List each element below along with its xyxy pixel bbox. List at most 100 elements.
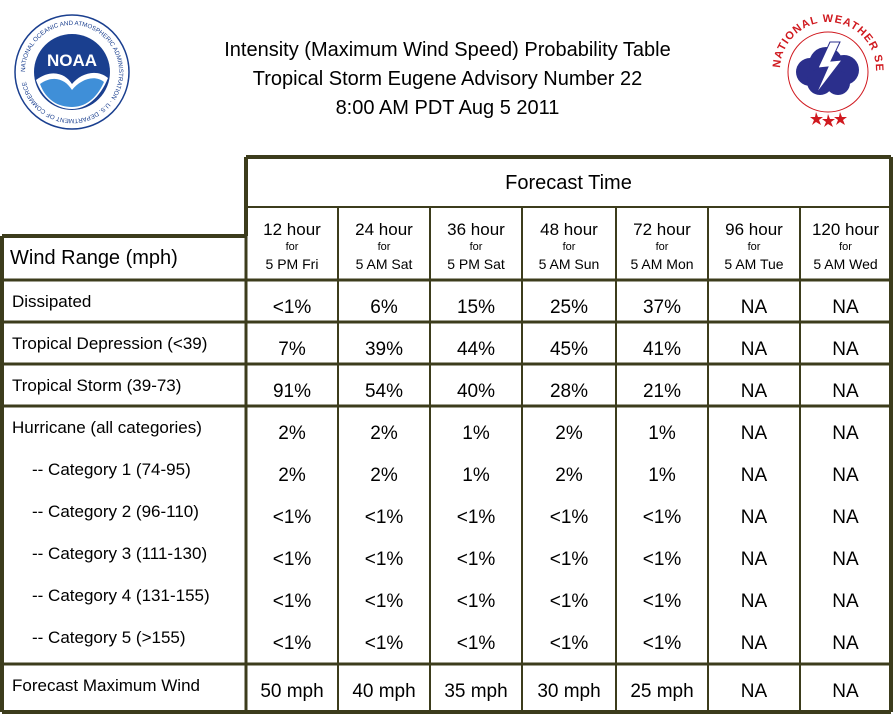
row-label-6: -- Category 3 (111-130)	[32, 544, 208, 563]
row-label-7: -- Category 4 (131-155)	[32, 586, 210, 605]
cell-r0-c1: 6%	[370, 297, 398, 318]
column-when-1: 5 AM Sat	[355, 256, 413, 272]
title-line-2: Tropical Storm Eugene Advisory Number 22	[252, 68, 643, 90]
cell-r1-c0: 7%	[278, 339, 306, 360]
noaa-logo: NOAA NATIONAL OCEANIC AND ATMOSPHERIC AD…	[14, 14, 130, 130]
cell-r8-c1: <1%	[364, 633, 404, 654]
cell-r3-c6: NA	[832, 423, 859, 444]
cell-r4-c0: 2%	[278, 465, 306, 486]
cell-r7-c4: <1%	[642, 591, 682, 612]
row-label-1: Tropical Depression (<39)	[12, 334, 208, 353]
cell-r4-c4: 1%	[648, 465, 676, 486]
cell-r2-c6: NA	[832, 381, 859, 402]
cell-r0-c4: 37%	[642, 297, 682, 318]
row-label-9: Forecast Maximum Wind	[12, 676, 200, 695]
cell-r8-c5: NA	[740, 633, 768, 654]
cell-r0-c6: NA	[832, 297, 859, 318]
cell-r0-c2: 15%	[456, 297, 496, 318]
cell-r8-c3: <1%	[549, 633, 589, 654]
cell-r3-c4: 1%	[648, 423, 676, 444]
column-hour-3: 48 hour	[540, 220, 598, 239]
cell-r4-c3: 2%	[555, 465, 583, 486]
row-label-0: Dissipated	[12, 292, 92, 311]
column-for-5: for	[747, 241, 761, 253]
cell-r6-c2: <1%	[456, 549, 496, 570]
cell-r9-c0: 50 mph	[260, 681, 324, 702]
cell-r0-c3: 25%	[549, 297, 589, 318]
cell-r7-c3: <1%	[549, 591, 589, 612]
cell-r9-c3: 30 mph	[537, 681, 601, 702]
cell-r6-c0: <1%	[272, 549, 312, 570]
cell-r5-c0: <1%	[272, 507, 312, 528]
column-hour-1: 24 hour	[355, 220, 413, 239]
cell-r2-c1: 54%	[364, 381, 404, 402]
column-hour-0: 12 hour	[263, 220, 321, 239]
cell-r7-c0: <1%	[272, 591, 312, 612]
nws-logo: NATIONAL WEATHER SERVICE	[768, 10, 884, 127]
cell-r4-c1: 2%	[370, 465, 398, 486]
cell-r4-c6: NA	[832, 465, 859, 486]
row-label-3: Hurricane (all categories)	[12, 418, 202, 437]
cell-r3-c3: 2%	[555, 423, 583, 444]
cell-r3-c2: 1%	[462, 423, 490, 444]
cell-r9-c6: NA	[832, 681, 859, 702]
cell-r1-c6: NA	[832, 339, 859, 360]
cell-r9-c4: 25 mph	[630, 681, 694, 702]
cell-r1-c3: 45%	[549, 339, 589, 360]
cell-r4-c5: NA	[740, 465, 768, 486]
cell-r9-c1: 40 mph	[352, 681, 416, 702]
column-for-6: for	[839, 241, 852, 253]
cell-r2-c3: 28%	[549, 381, 589, 402]
column-for-2: for	[469, 241, 483, 253]
cell-r1-c2: 44%	[456, 339, 496, 360]
noaa-wordmark: NOAA	[47, 51, 97, 70]
column-when-3: 5 AM Sun	[538, 256, 600, 272]
column-hour-4: 72 hour	[633, 220, 691, 239]
cell-r8-c0: <1%	[272, 633, 312, 654]
cell-r0-c0: <1%	[272, 297, 312, 318]
column-when-5: 5 AM Tue	[724, 256, 784, 272]
cell-r2-c5: NA	[740, 381, 768, 402]
column-when-4: 5 AM Mon	[630, 256, 694, 272]
column-for-4: for	[655, 241, 669, 253]
forecast-time-header: Forecast Time	[505, 172, 632, 194]
row-label-4: -- Category 1 (74-95)	[32, 460, 191, 479]
cell-r3-c0: 2%	[278, 423, 306, 444]
cell-r0-c5: NA	[740, 297, 768, 318]
column-when-6: 5 AM Wed	[813, 256, 878, 272]
row-label-2: Tropical Storm (39-73)	[12, 376, 182, 395]
page-title: Intensity (Maximum Wind Speed) Probabili…	[150, 36, 745, 123]
cell-r1-c1: 39%	[364, 339, 404, 360]
cell-r1-c5: NA	[740, 339, 768, 360]
row-label-8: -- Category 5 (>155)	[32, 628, 186, 647]
cell-r2-c0: 91%	[272, 381, 312, 402]
cell-r7-c2: <1%	[456, 591, 496, 612]
column-for-3: for	[562, 241, 576, 253]
cell-r7-c6: NA	[832, 591, 859, 612]
cell-r3-c1: 2%	[370, 423, 398, 444]
cell-r6-c5: NA	[740, 549, 768, 570]
cell-r6-c3: <1%	[549, 549, 589, 570]
cell-r6-c1: <1%	[364, 549, 404, 570]
row-label-5: -- Category 2 (96-110)	[32, 502, 199, 521]
cell-r9-c5: NA	[740, 681, 768, 702]
cell-r9-c2: 35 mph	[444, 681, 508, 702]
cell-r5-c6: NA	[832, 507, 859, 528]
column-for-1: for	[377, 241, 391, 253]
column-when-2: 5 PM Sat	[447, 256, 505, 272]
cell-r8-c4: <1%	[642, 633, 682, 654]
cell-r5-c1: <1%	[364, 507, 404, 528]
cell-r7-c5: NA	[740, 591, 768, 612]
cell-r1-c4: 41%	[642, 339, 682, 360]
column-hour-2: 36 hour	[447, 220, 505, 239]
title-line-3: 8:00 AM PDT Aug 5 2011	[335, 97, 560, 119]
cell-r2-c2: 40%	[456, 381, 496, 402]
column-when-0: 5 PM Fri	[265, 256, 319, 272]
cell-r6-c4: <1%	[642, 549, 682, 570]
column-for-0: for	[285, 241, 299, 253]
cell-r2-c4: 21%	[642, 381, 682, 402]
cell-r8-c2: <1%	[456, 633, 496, 654]
cell-r4-c2: 1%	[462, 465, 490, 486]
wind-range-header: Wind Range (mph)	[10, 247, 178, 269]
